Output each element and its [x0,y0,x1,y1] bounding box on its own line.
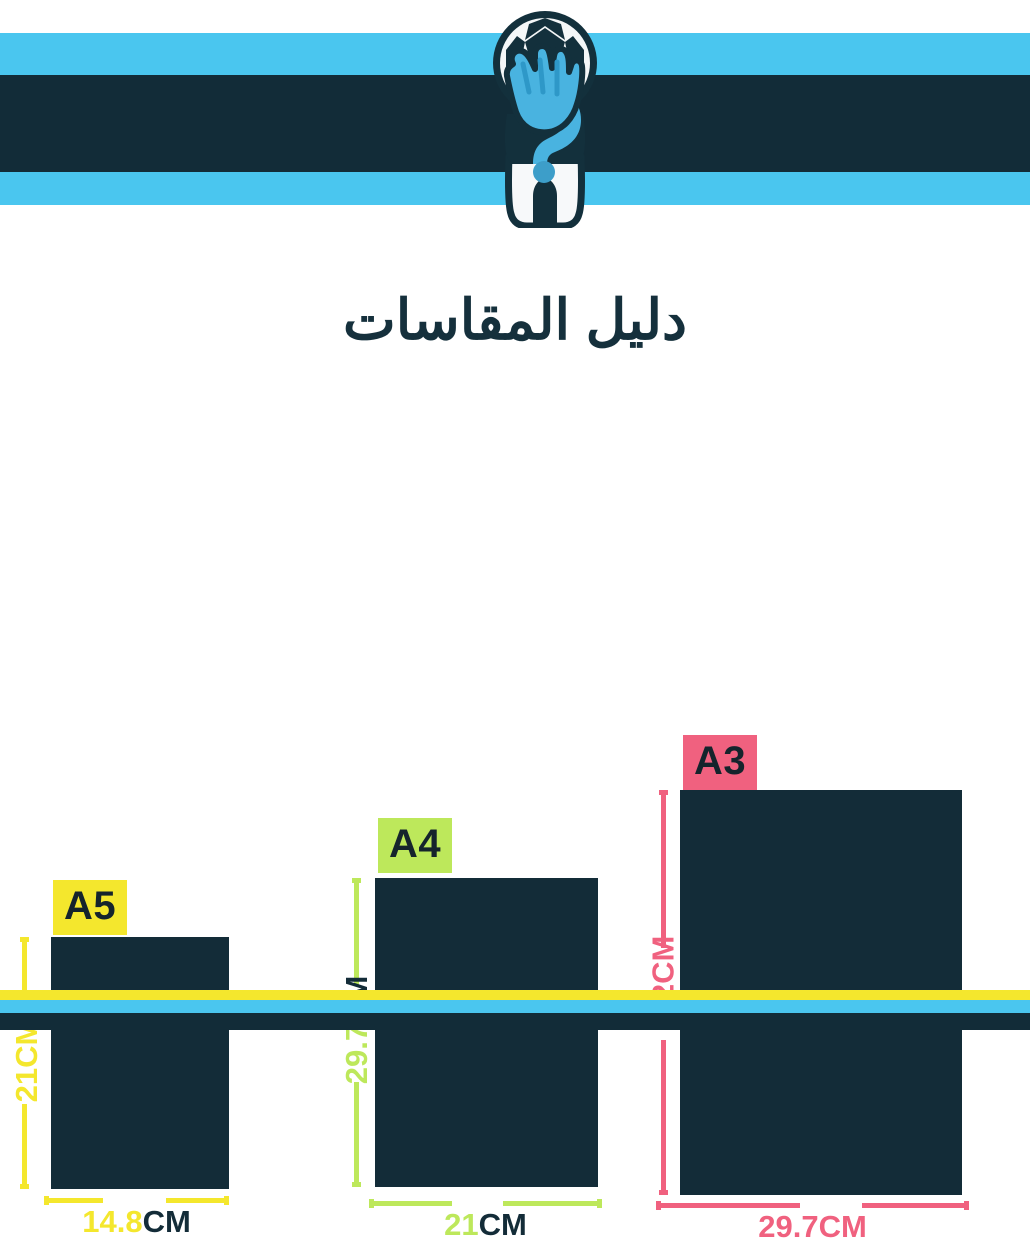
dimension-value-a5-width: 14.8 [82,1204,143,1239]
footer-stripe-yellow [0,990,1030,1000]
footer-stripe-cyan [0,1000,1030,1013]
dimension-unit-a4-width: CM [478,1207,527,1242]
dimension-value-a4-width: 21 [444,1207,479,1242]
dimension-value-a5-height: 21 [9,1067,44,1103]
dimension-label-a3-width: 29.7CM [656,1209,969,1245]
size-group-a3: A3 42CM 29.7CM [0,360,1030,1244]
paper-rect-a4 [375,878,598,1187]
page-title: دليل المقاسات [343,288,687,351]
footer-stripe-navy [0,1013,1030,1030]
dimension-value-a3-width: 29.7 [758,1209,819,1244]
header-band [0,0,1030,240]
dimension-value-a4-height: 29.7 [339,1023,374,1085]
dimension-label-a4-height: 29.7CM [339,970,375,1090]
dimension-unit-a5-width: CM [142,1204,191,1239]
size-badge-a4: A4 [378,818,453,873]
dimension-label-a4-width: 21CM [369,1207,602,1243]
trophy-base-icon [505,152,585,230]
size-badge-a5: A5 [53,880,128,935]
size-badge-a3: A3 [683,735,758,790]
football-goalkeeper-glove-trophy-logo [485,6,605,230]
footer-band [0,990,1030,1030]
dimension-label-a5-width: 14.8CM [44,1204,229,1240]
goalkeeper-glove-icon [503,43,586,136]
paper-rect-a5 [51,937,229,1189]
dimension-unit-a3-height: CM [645,935,681,984]
dimension-unit-a3-width: CM [818,1209,867,1244]
